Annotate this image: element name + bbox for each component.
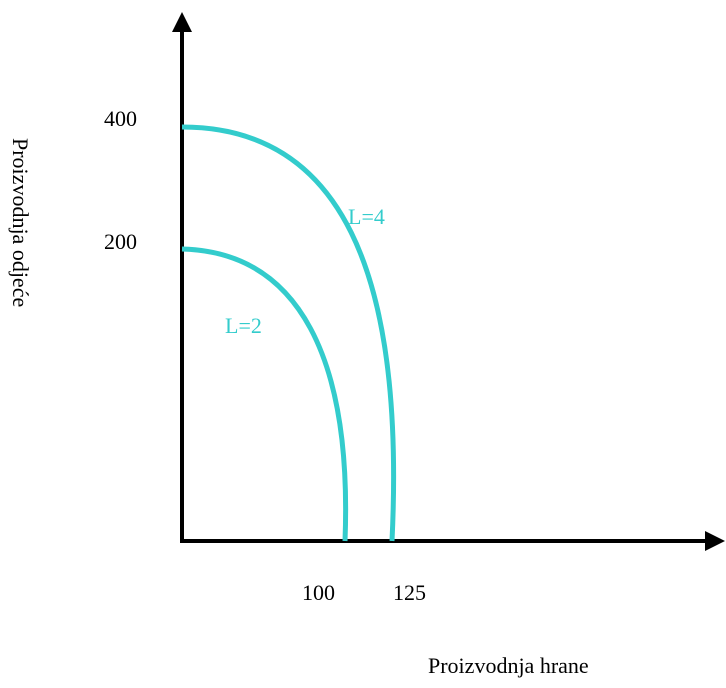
curve-label-l2: L=2 <box>225 313 262 338</box>
curve-label-l4: L=4 <box>348 204 385 229</box>
y-axis-label: Proizvodnja odjeće <box>8 138 33 307</box>
y-tick-label-400: 400 <box>104 106 137 131</box>
curve-l2 <box>181 246 349 542</box>
x-tick-label-125: 125 <box>393 580 426 605</box>
y-tick-label-200: 200 <box>104 229 137 254</box>
x-tick-label-100: 100 <box>302 580 335 605</box>
curve-l4 <box>181 124 397 542</box>
x-axis-label: Proizvodnja hrane <box>428 653 589 678</box>
